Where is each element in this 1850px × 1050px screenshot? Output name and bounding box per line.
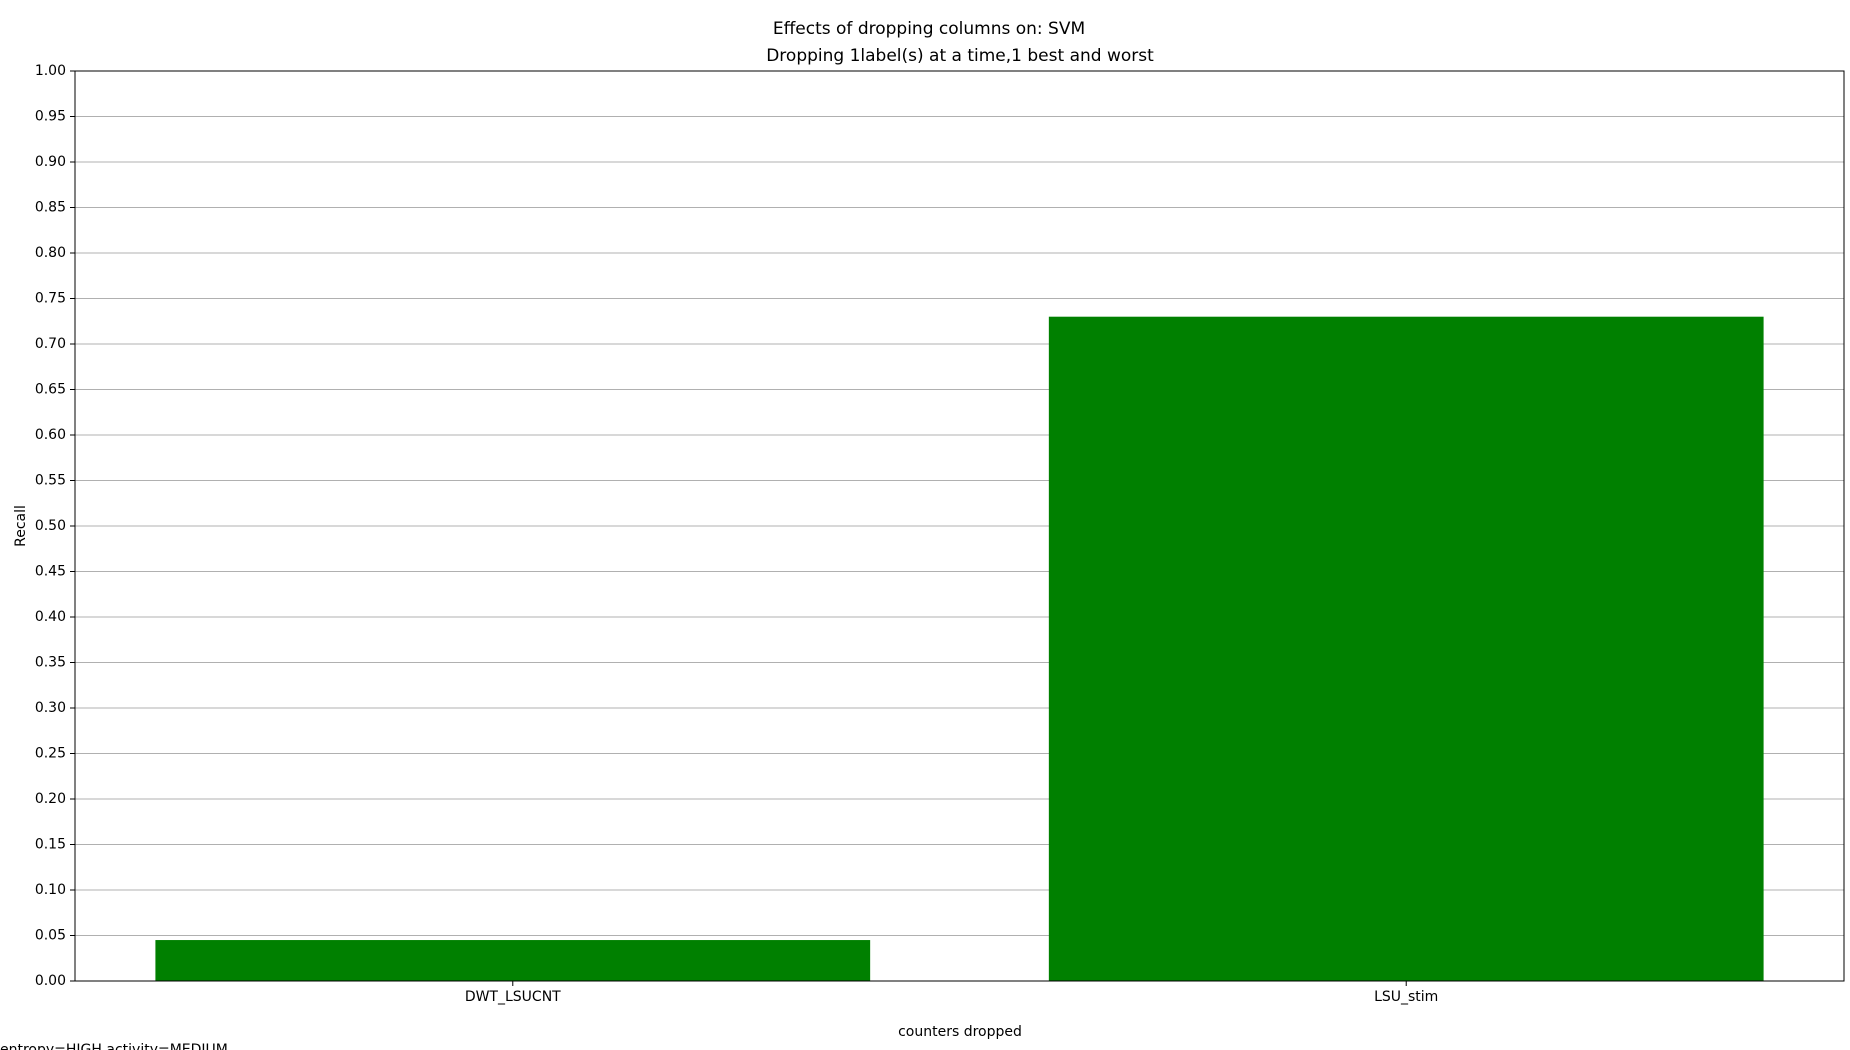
y-tick-label: 0.90 (35, 154, 66, 170)
x-tick-label: DWT_LSUCNT (465, 989, 561, 1005)
y-tick-label: 0.10 (35, 882, 66, 898)
y-tick-label: 1.00 (35, 63, 66, 79)
chart-title: Effects of dropping columns on: SVM (773, 19, 1085, 39)
y-tick-label: 0.15 (35, 837, 66, 853)
chart-subtitle: Dropping 1label(s) at a time,1 best and … (766, 46, 1154, 66)
y-tick-label: 0.65 (35, 382, 66, 398)
bar (1048, 316, 1764, 981)
y-tick-label: 0.50 (35, 518, 66, 534)
bar (155, 940, 871, 981)
y-axis-label: Recall (13, 505, 29, 547)
y-tick-label: 0.05 (35, 928, 66, 944)
y-tick-label: 0.75 (35, 291, 66, 307)
y-tick-label: 0.60 (35, 427, 66, 443)
y-tick-label: 0.40 (35, 609, 66, 625)
y-tick-label: 0.35 (35, 655, 66, 671)
y-tick-label: 0.20 (35, 791, 66, 807)
y-tick-label: 0.85 (35, 200, 66, 216)
y-tick-label: 0.25 (35, 746, 66, 762)
y-tick-label: 0.80 (35, 245, 66, 261)
plot-frame (74, 70, 1845, 982)
y-tick-label: 0.00 (35, 973, 66, 989)
y-tick-label: 0.95 (35, 109, 66, 125)
annotation: entropy=HIGH,activity=MEDIUM, (0, 1042, 232, 1050)
x-axis-label: counters dropped (898, 1024, 1022, 1040)
y-tick-label: 0.30 (35, 700, 66, 716)
x-tick-label: LSU_stim (1374, 989, 1438, 1005)
y-tick-label: 0.55 (35, 473, 66, 489)
y-tick-label: 0.70 (35, 336, 66, 352)
y-tick-label: 0.45 (35, 564, 66, 580)
